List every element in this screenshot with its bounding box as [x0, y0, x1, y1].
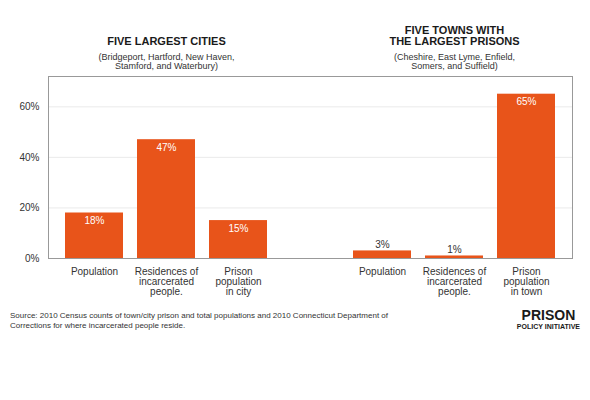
- svg-text:1%: 1%: [447, 244, 462, 255]
- svg-text:Population: Population: [359, 266, 406, 277]
- svg-text:40%: 40%: [19, 152, 39, 163]
- svg-text:Residences ofincarceratedpeopl: Residences ofincarceratedpeople.: [135, 266, 199, 297]
- svg-text:65%: 65%: [516, 96, 536, 107]
- svg-text:15%: 15%: [228, 223, 248, 234]
- svg-text:FIVE LARGEST CITIES: FIVE LARGEST CITIES: [107, 35, 226, 47]
- svg-text:(Cheshire, East Lyme, Enfield,: (Cheshire, East Lyme, Enfield,Somers, an…: [394, 52, 515, 71]
- svg-text:47%: 47%: [156, 142, 176, 153]
- svg-text:Population: Population: [71, 266, 118, 277]
- svg-text:(Bridgeport, Hartford, New Hav: (Bridgeport, Hartford, New Haven,Stamfor…: [98, 52, 234, 71]
- html-text:Source: 2010 Census counts of: Source: 2010 Census counts of town/city …: [10, 311, 388, 331]
- svg-text:3%: 3%: [375, 239, 390, 250]
- svg-text:FIVE TOWNS WITHTHE LARGEST PRI: FIVE TOWNS WITHTHE LARGEST PRISONS: [389, 24, 519, 47]
- html-text:PRISON: PRISON: [521, 307, 576, 323]
- svg-text:Residences ofincarceratedpeopl: Residences ofincarceratedpeople.: [423, 266, 487, 297]
- svg-text:Prisonpopulationin city: Prisonpopulationin city: [215, 266, 261, 297]
- svg-text:Prisonpopulationin town: Prisonpopulationin town: [503, 266, 549, 297]
- svg-text:20%: 20%: [19, 202, 39, 213]
- svg-text:18%: 18%: [84, 215, 104, 226]
- svg-text:60%: 60%: [19, 101, 39, 112]
- html-text:POLICY INITIATIVE: POLICY INITIATIVE: [516, 323, 580, 331]
- svg-text:0%: 0%: [25, 253, 40, 264]
